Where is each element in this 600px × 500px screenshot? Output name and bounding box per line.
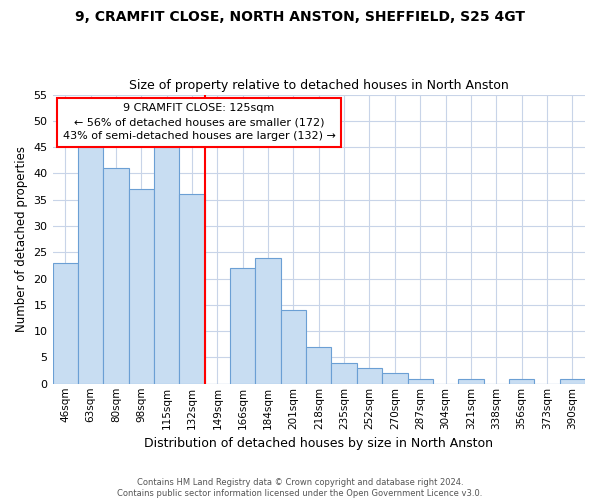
Bar — [509, 378, 534, 384]
X-axis label: Distribution of detached houses by size in North Anston: Distribution of detached houses by size … — [144, 437, 493, 450]
Bar — [407, 378, 433, 384]
Y-axis label: Number of detached properties: Number of detached properties — [15, 146, 28, 332]
Bar — [53, 263, 78, 384]
Bar — [230, 268, 256, 384]
Bar — [256, 258, 281, 384]
Text: 9, CRAMFIT CLOSE, NORTH ANSTON, SHEFFIELD, S25 4GT: 9, CRAMFIT CLOSE, NORTH ANSTON, SHEFFIEL… — [75, 10, 525, 24]
Bar — [281, 310, 306, 384]
Title: Size of property relative to detached houses in North Anston: Size of property relative to detached ho… — [129, 79, 509, 92]
Bar — [306, 347, 331, 384]
Text: 9 CRAMFIT CLOSE: 125sqm
← 56% of detached houses are smaller (172)
43% of semi-d: 9 CRAMFIT CLOSE: 125sqm ← 56% of detache… — [62, 103, 335, 141]
Bar — [382, 373, 407, 384]
Bar — [128, 189, 154, 384]
Bar — [458, 378, 484, 384]
Text: Contains HM Land Registry data © Crown copyright and database right 2024.
Contai: Contains HM Land Registry data © Crown c… — [118, 478, 482, 498]
Bar — [78, 147, 103, 384]
Bar — [357, 368, 382, 384]
Bar — [154, 147, 179, 384]
Bar — [179, 194, 205, 384]
Bar — [103, 168, 128, 384]
Bar — [331, 362, 357, 384]
Bar — [560, 378, 585, 384]
